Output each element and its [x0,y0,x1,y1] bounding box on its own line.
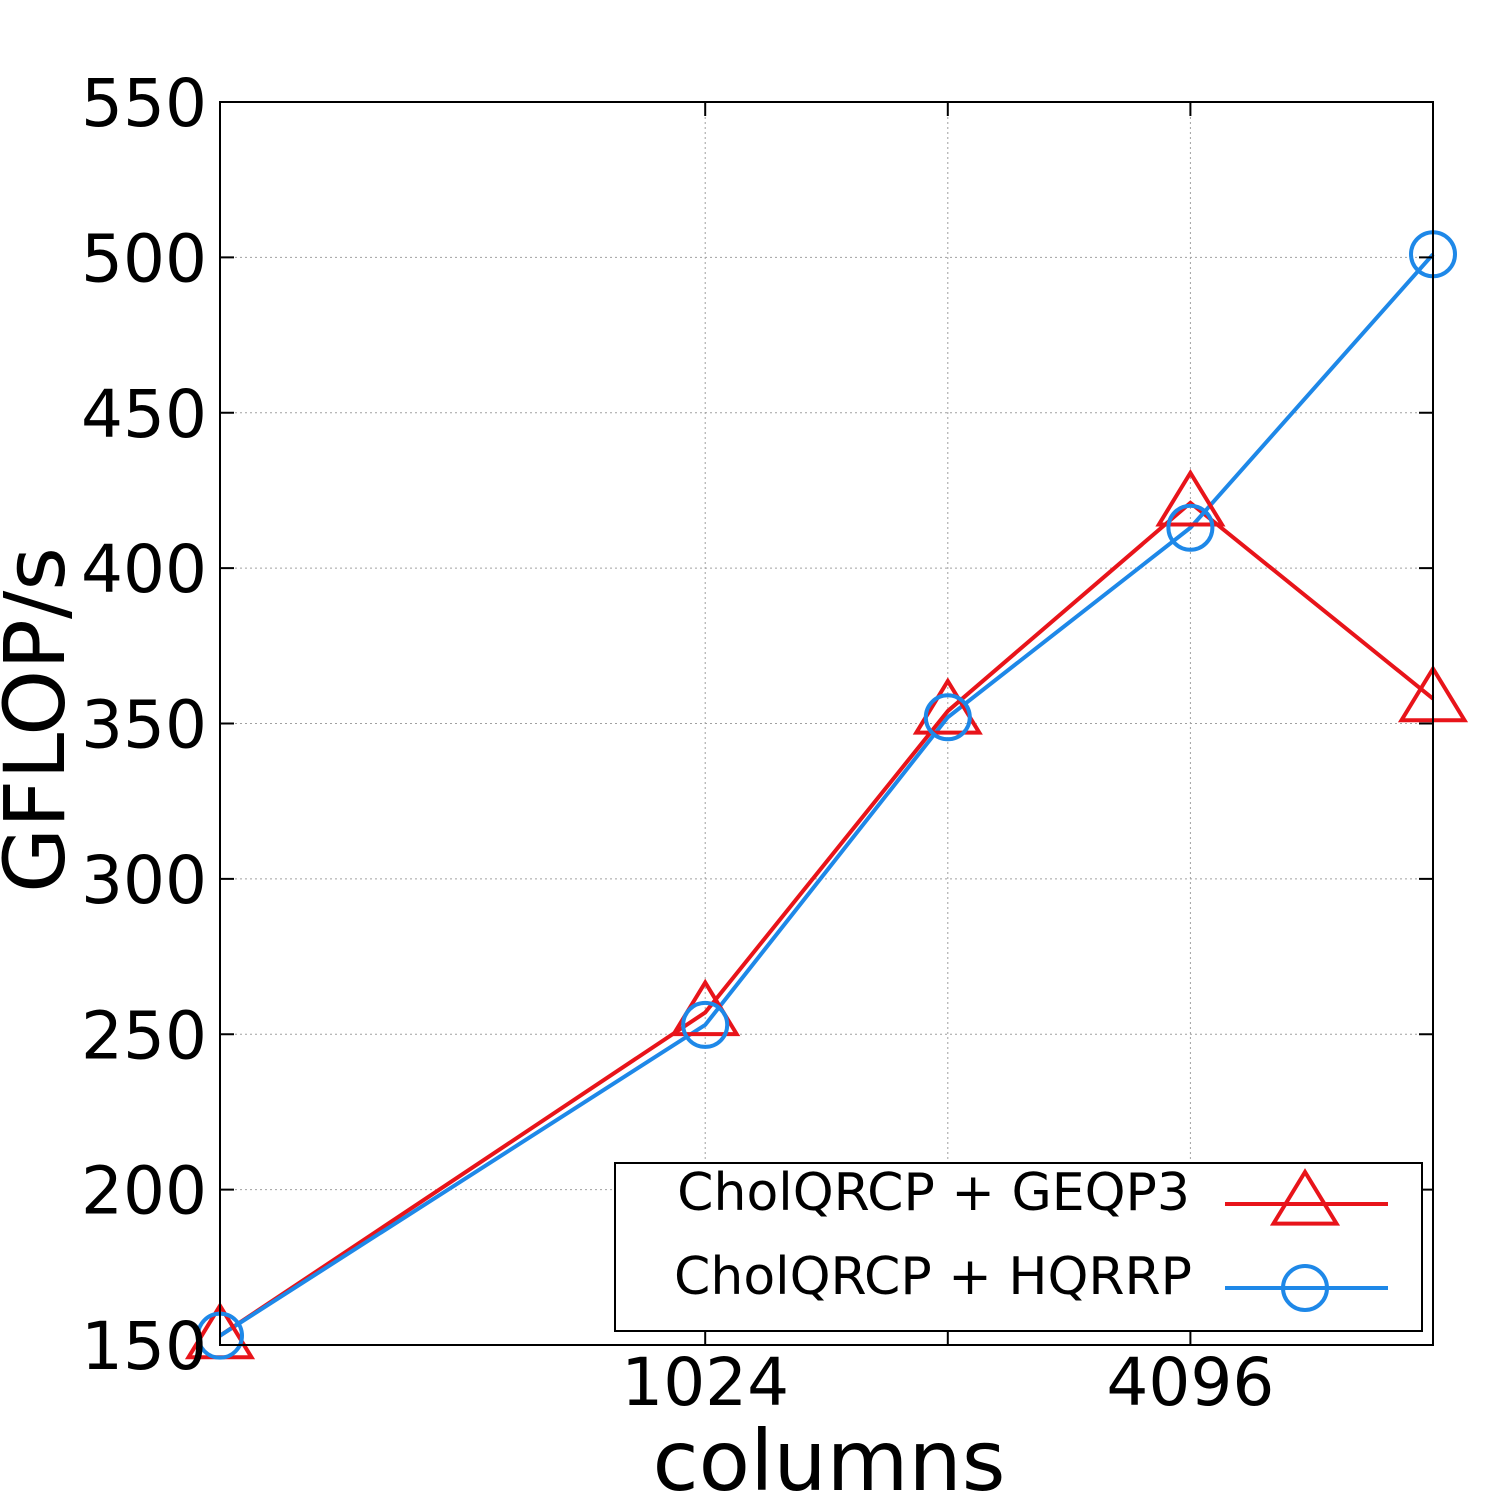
data-point-circle [1166,503,1215,552]
x-axis-title: columns [653,1412,1006,1500]
x-tick-label: 1024 [621,1344,789,1421]
y-tick-label: 250 [81,997,207,1074]
y-tick-label: 500 [81,220,207,297]
y-tick-label: 350 [81,687,207,764]
x-tick-label: 4096 [1106,1344,1274,1421]
series-lines [218,252,1435,1338]
series-line-circle [218,252,1435,1338]
y-tick-label: 200 [81,1153,207,1230]
series-line-triangle [218,500,1435,1338]
y-axis-title: GFLOP/s [0,547,84,893]
y-axis-tick-labels: 150 200 250 300 350 400 450 500 550 [81,65,207,1385]
x-axis-tick-labels: 1024 4096 [621,1344,1274,1421]
legend: CholQRCP + GEQP3 CholQRCP + HQRRP [614,1162,1423,1332]
y-tick-label: 550 [81,65,207,142]
data-point-triangle [1155,469,1226,527]
legend-label-hqrrp: CholQRCP + HQRRP [674,1247,1192,1307]
legend-marker-circle [1281,1264,1329,1312]
y-tick-label: 450 [81,376,207,453]
y-tick-label: 400 [81,531,207,608]
axis-ticks [220,101,1433,1346]
legend-label-geqp3: CholQRCP + GEQP3 [677,1163,1190,1223]
data-point-triangle [912,677,983,735]
y-tick-label: 150 [81,1308,207,1385]
y-tick-label: 300 [81,842,207,919]
legend-marker-triangle [1269,1168,1341,1226]
data-point-circle [681,1000,730,1049]
data-point-circle [923,693,972,742]
